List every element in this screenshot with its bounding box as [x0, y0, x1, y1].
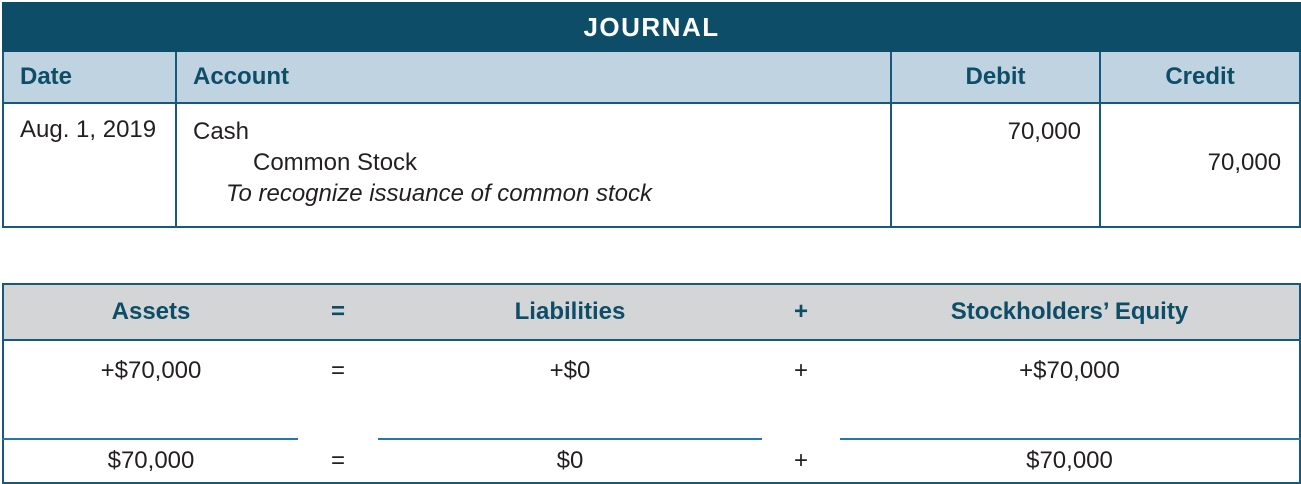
journal-col-header-credit: Credit: [1098, 50, 1301, 104]
entry-credit-cell: 70,000: [1098, 102, 1301, 228]
equals-sign-total: =: [298, 439, 378, 483]
journal-col-header-date: Date: [2, 50, 177, 104]
plus-sign-total: +: [762, 439, 840, 483]
entry-date: Aug. 1, 2019: [2, 102, 177, 228]
entry-debit-amount: 70,000: [1007, 118, 1081, 145]
equation-change-row: +$70,000 = +$0 + +$70,000: [3, 340, 1300, 439]
entry-account-credited: Common Stock: [253, 149, 418, 176]
journal-col-header-account: Account: [175, 50, 892, 104]
equals-sign-header: =: [298, 284, 378, 341]
entry-account-debited: Cash: [193, 118, 250, 145]
entry-memo: To recognize issuance of common stock: [226, 180, 652, 207]
assets-total: $70,000: [3, 438, 298, 483]
journal-title: JOURNAL: [1, 2, 1301, 52]
equity-change: +$70,000: [840, 340, 1300, 439]
equation-header-assets: Assets: [3, 284, 298, 341]
equation-header-equity: Stockholders’ Equity: [840, 284, 1300, 341]
accounting-equation-table: Assets = Liabilities + Stockholders’ Equ…: [2, 283, 1301, 484]
liabilities-change: +$0: [378, 340, 762, 439]
equation-header-liabilities: Liabilities: [378, 284, 762, 341]
equals-sign: =: [298, 340, 378, 439]
journal-title-row: JOURNAL: [1, 2, 1301, 52]
journal-col-header-debit: Debit: [890, 50, 1101, 104]
entry-account-cell: Cash Common Stock To recognize issuance …: [175, 102, 892, 228]
equation-total-row: $70,000 = $0 + $70,000: [3, 438, 1300, 483]
entry-credit-amount: 70,000: [1207, 149, 1282, 176]
journal-header-row: Date Account Debit Credit: [2, 50, 1301, 104]
journal-entry-row: Aug. 1, 2019 Cash Common Stock To recogn…: [2, 102, 1301, 228]
plus-sign-header: +: [762, 284, 840, 341]
equity-total: $70,000: [840, 438, 1300, 483]
journal-table: JOURNAL Date Account Debit Credit Aug. 1…: [1, 2, 1301, 228]
assets-change: +$70,000: [3, 340, 298, 439]
liabilities-total: $0: [378, 438, 762, 483]
equation-header-row: Assets = Liabilities + Stockholders’ Equ…: [3, 284, 1300, 341]
plus-sign: +: [762, 340, 840, 439]
entry-debit-cell: 70,000: [890, 102, 1101, 228]
